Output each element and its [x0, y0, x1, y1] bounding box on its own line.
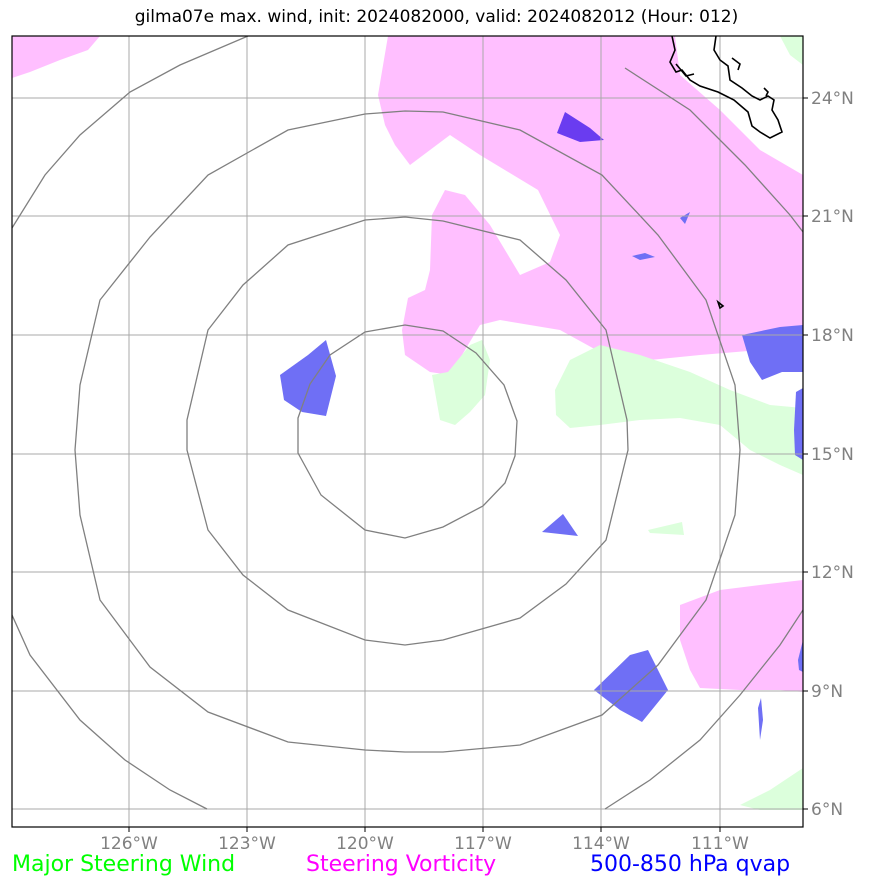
lat-label-18n: 18°N [811, 326, 854, 346]
lon-label-123w: 123°W [218, 834, 276, 854]
lat-label-12n: 12°N [811, 563, 854, 583]
range-rings [12, 36, 803, 810]
map-title: gilma07e max. wind, init: 2024082000, va… [134, 7, 739, 27]
coastline [669, 36, 783, 310]
lon-label-117w: 117°W [454, 834, 512, 854]
qvap-dark-patch [557, 112, 604, 142]
lat-label-9n: 9°N [811, 682, 843, 702]
lon-label-114w: 114°W [572, 834, 630, 854]
legend-steering-vorticity: Steering Vorticity [306, 852, 497, 877]
legend-steering-wind: Major Steering Wind [12, 852, 236, 877]
legend-qvap: 500-850 hPa qvap [590, 852, 791, 877]
tick-marks [128, 97, 808, 832]
lat-label-6n: 6°N [811, 800, 843, 820]
lon-label-126w: 126°W [100, 834, 158, 854]
lat-label-15n: 15°N [811, 445, 854, 465]
lon-label-120w: 120°W [336, 834, 394, 854]
lat-label-21n: 21°N [811, 207, 854, 227]
lon-label-111w: 111°W [691, 834, 749, 854]
vorticity-fill [12, 36, 803, 692]
map-frame [11, 35, 804, 828]
graticule [12, 36, 803, 827]
lat-label-24n: 24°N [811, 89, 854, 109]
qvap-fill [280, 212, 803, 740]
